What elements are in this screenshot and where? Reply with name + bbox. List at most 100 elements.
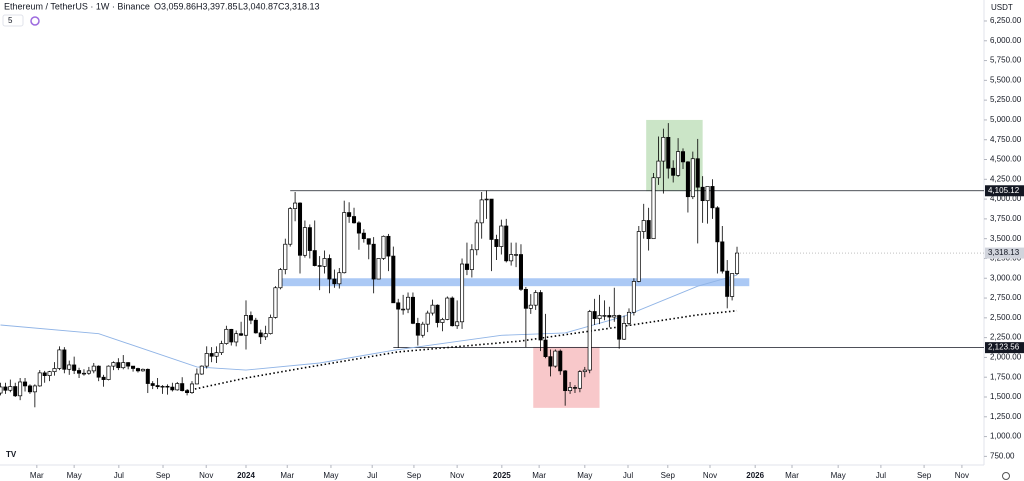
y-tick-label: 5,750.00 bbox=[990, 56, 1022, 65]
x-tick-label: Nov bbox=[199, 471, 213, 480]
candle-body bbox=[91, 365, 96, 372]
candle-body bbox=[607, 315, 612, 318]
candle-body bbox=[219, 343, 224, 354]
x-tick-label: Mar bbox=[785, 471, 799, 480]
indicator-count: 5 bbox=[8, 16, 13, 25]
candle-body bbox=[111, 362, 116, 367]
candle-body bbox=[651, 177, 656, 240]
indicator-toggle[interactable] bbox=[2, 14, 24, 27]
x-tick-label: 2025 bbox=[493, 471, 511, 480]
candle-body bbox=[288, 208, 293, 245]
y-tick-label: 3,000.00 bbox=[990, 273, 1022, 282]
plot bbox=[0, 119, 984, 408]
candle-body bbox=[494, 239, 499, 247]
candle-body bbox=[514, 254, 519, 256]
x-tick-label: Mar bbox=[532, 471, 546, 480]
candle-body bbox=[690, 158, 695, 198]
candle-body bbox=[180, 383, 185, 392]
candle-body bbox=[185, 390, 190, 393]
candle-body bbox=[528, 304, 533, 309]
y-tick-label: 6,000.00 bbox=[990, 36, 1022, 45]
x-tick-label: Sep bbox=[917, 471, 932, 480]
x-tick-label: 2026 bbox=[746, 471, 764, 480]
candle-body bbox=[666, 136, 671, 169]
candle-body bbox=[440, 319, 445, 323]
candle-body bbox=[297, 202, 303, 256]
candle-body bbox=[563, 370, 568, 392]
candle-body bbox=[509, 254, 514, 262]
y-tick-label: 4,500.00 bbox=[990, 155, 1022, 164]
x-tick-label: May bbox=[577, 471, 592, 480]
settings-icon[interactable] bbox=[1002, 472, 1010, 480]
candle-body bbox=[622, 323, 627, 340]
candle-body bbox=[671, 167, 676, 176]
y-tick-label: 4,250.00 bbox=[990, 174, 1022, 183]
candle-body bbox=[504, 225, 509, 262]
candle-body bbox=[248, 315, 253, 321]
candle-body bbox=[455, 321, 460, 327]
candle-body bbox=[116, 362, 121, 369]
candle-body bbox=[131, 365, 136, 369]
candle-body bbox=[293, 202, 298, 209]
candle-body bbox=[283, 243, 288, 270]
ohlc-low: L3,040.87 bbox=[238, 1, 278, 11]
x-tick-label: 2024 bbox=[237, 471, 255, 480]
ohlc-open: O3,059.86 bbox=[154, 1, 196, 11]
candle-body bbox=[430, 304, 435, 314]
candle-body bbox=[356, 222, 361, 234]
level-label: 4,105.12 bbox=[988, 186, 1020, 195]
candle-body bbox=[13, 386, 18, 397]
x-tick-label: Mar bbox=[30, 471, 44, 480]
y-tick-label: 4,000.00 bbox=[990, 194, 1022, 203]
candle-body bbox=[189, 383, 195, 393]
y-tick-label: 5,500.00 bbox=[990, 75, 1022, 84]
candle-body bbox=[612, 315, 617, 318]
candle-body bbox=[597, 315, 602, 319]
candle-body bbox=[302, 227, 307, 256]
candle-body bbox=[126, 362, 131, 367]
candle-body bbox=[661, 136, 666, 162]
x-tick-label: Jul bbox=[876, 471, 886, 480]
candle-body bbox=[450, 297, 455, 327]
candle-body bbox=[391, 255, 396, 304]
y-tick-label: 2,250.00 bbox=[990, 333, 1022, 342]
candle-body bbox=[361, 232, 366, 240]
level-label: 2,123.56 bbox=[988, 343, 1020, 352]
candle-body bbox=[558, 350, 563, 372]
candle-body bbox=[636, 231, 641, 282]
candle-body bbox=[96, 365, 101, 378]
candle-body bbox=[376, 258, 381, 280]
candle-body bbox=[307, 227, 312, 251]
candle-body bbox=[474, 222, 479, 251]
candle-body bbox=[199, 365, 204, 375]
candle-body bbox=[224, 328, 229, 344]
candle-body bbox=[538, 292, 543, 341]
candle-body bbox=[386, 235, 391, 257]
candle-body bbox=[253, 319, 258, 334]
moving-average bbox=[0, 274, 738, 371]
candle-body bbox=[106, 365, 111, 380]
x-tick-label: Sep bbox=[156, 471, 171, 480]
x-tick-label: Sep bbox=[407, 471, 422, 480]
candle-body bbox=[710, 186, 715, 209]
candle-body bbox=[489, 198, 494, 240]
y-tick-label: 1,250.00 bbox=[990, 412, 1022, 421]
candle-body bbox=[720, 241, 725, 272]
candle-body bbox=[57, 349, 62, 369]
candle-body bbox=[312, 250, 317, 266]
zone bbox=[280, 278, 750, 287]
candle-body bbox=[8, 386, 13, 391]
indicator-icon[interactable] bbox=[30, 16, 40, 26]
candle-body bbox=[577, 371, 582, 389]
candle-body bbox=[725, 270, 730, 297]
candle-body bbox=[680, 151, 686, 163]
candle-body bbox=[204, 353, 209, 367]
candle-body bbox=[469, 249, 474, 270]
x-tick-label: Nov bbox=[703, 471, 717, 480]
candle-body bbox=[445, 297, 450, 320]
candle-body bbox=[460, 263, 465, 323]
x-tick-label: May bbox=[323, 471, 338, 480]
candle-body bbox=[499, 225, 504, 247]
candle-body bbox=[86, 370, 91, 374]
x-tick-label: Mar bbox=[280, 471, 294, 480]
